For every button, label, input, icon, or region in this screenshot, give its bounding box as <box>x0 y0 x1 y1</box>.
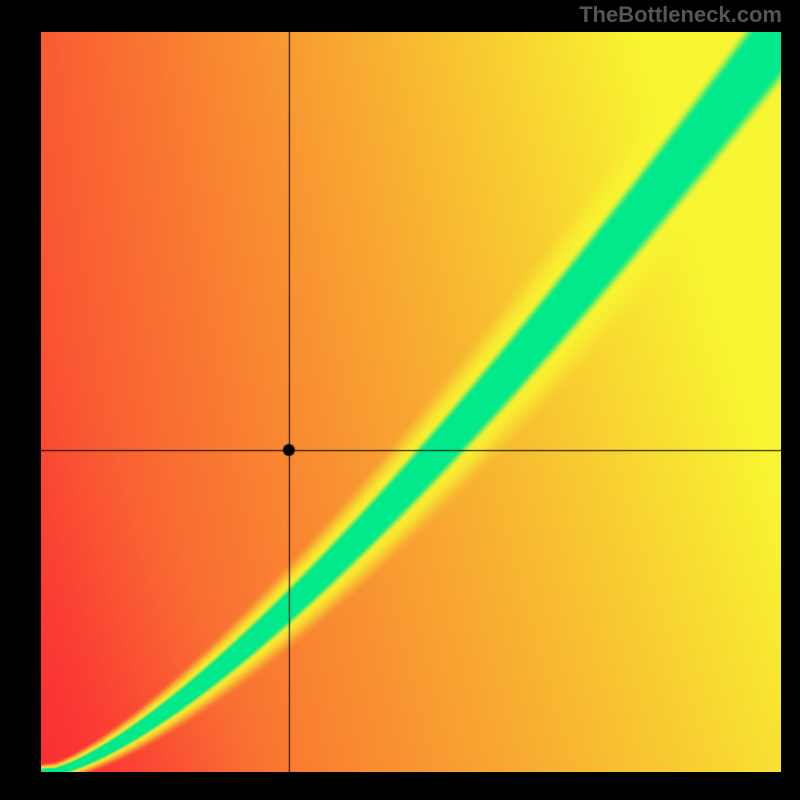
heatmap-chart <box>41 32 781 772</box>
watermark-text: TheBottleneck.com <box>579 2 782 28</box>
chart-container: { "watermark": "TheBottleneck.com", "out… <box>0 0 800 800</box>
